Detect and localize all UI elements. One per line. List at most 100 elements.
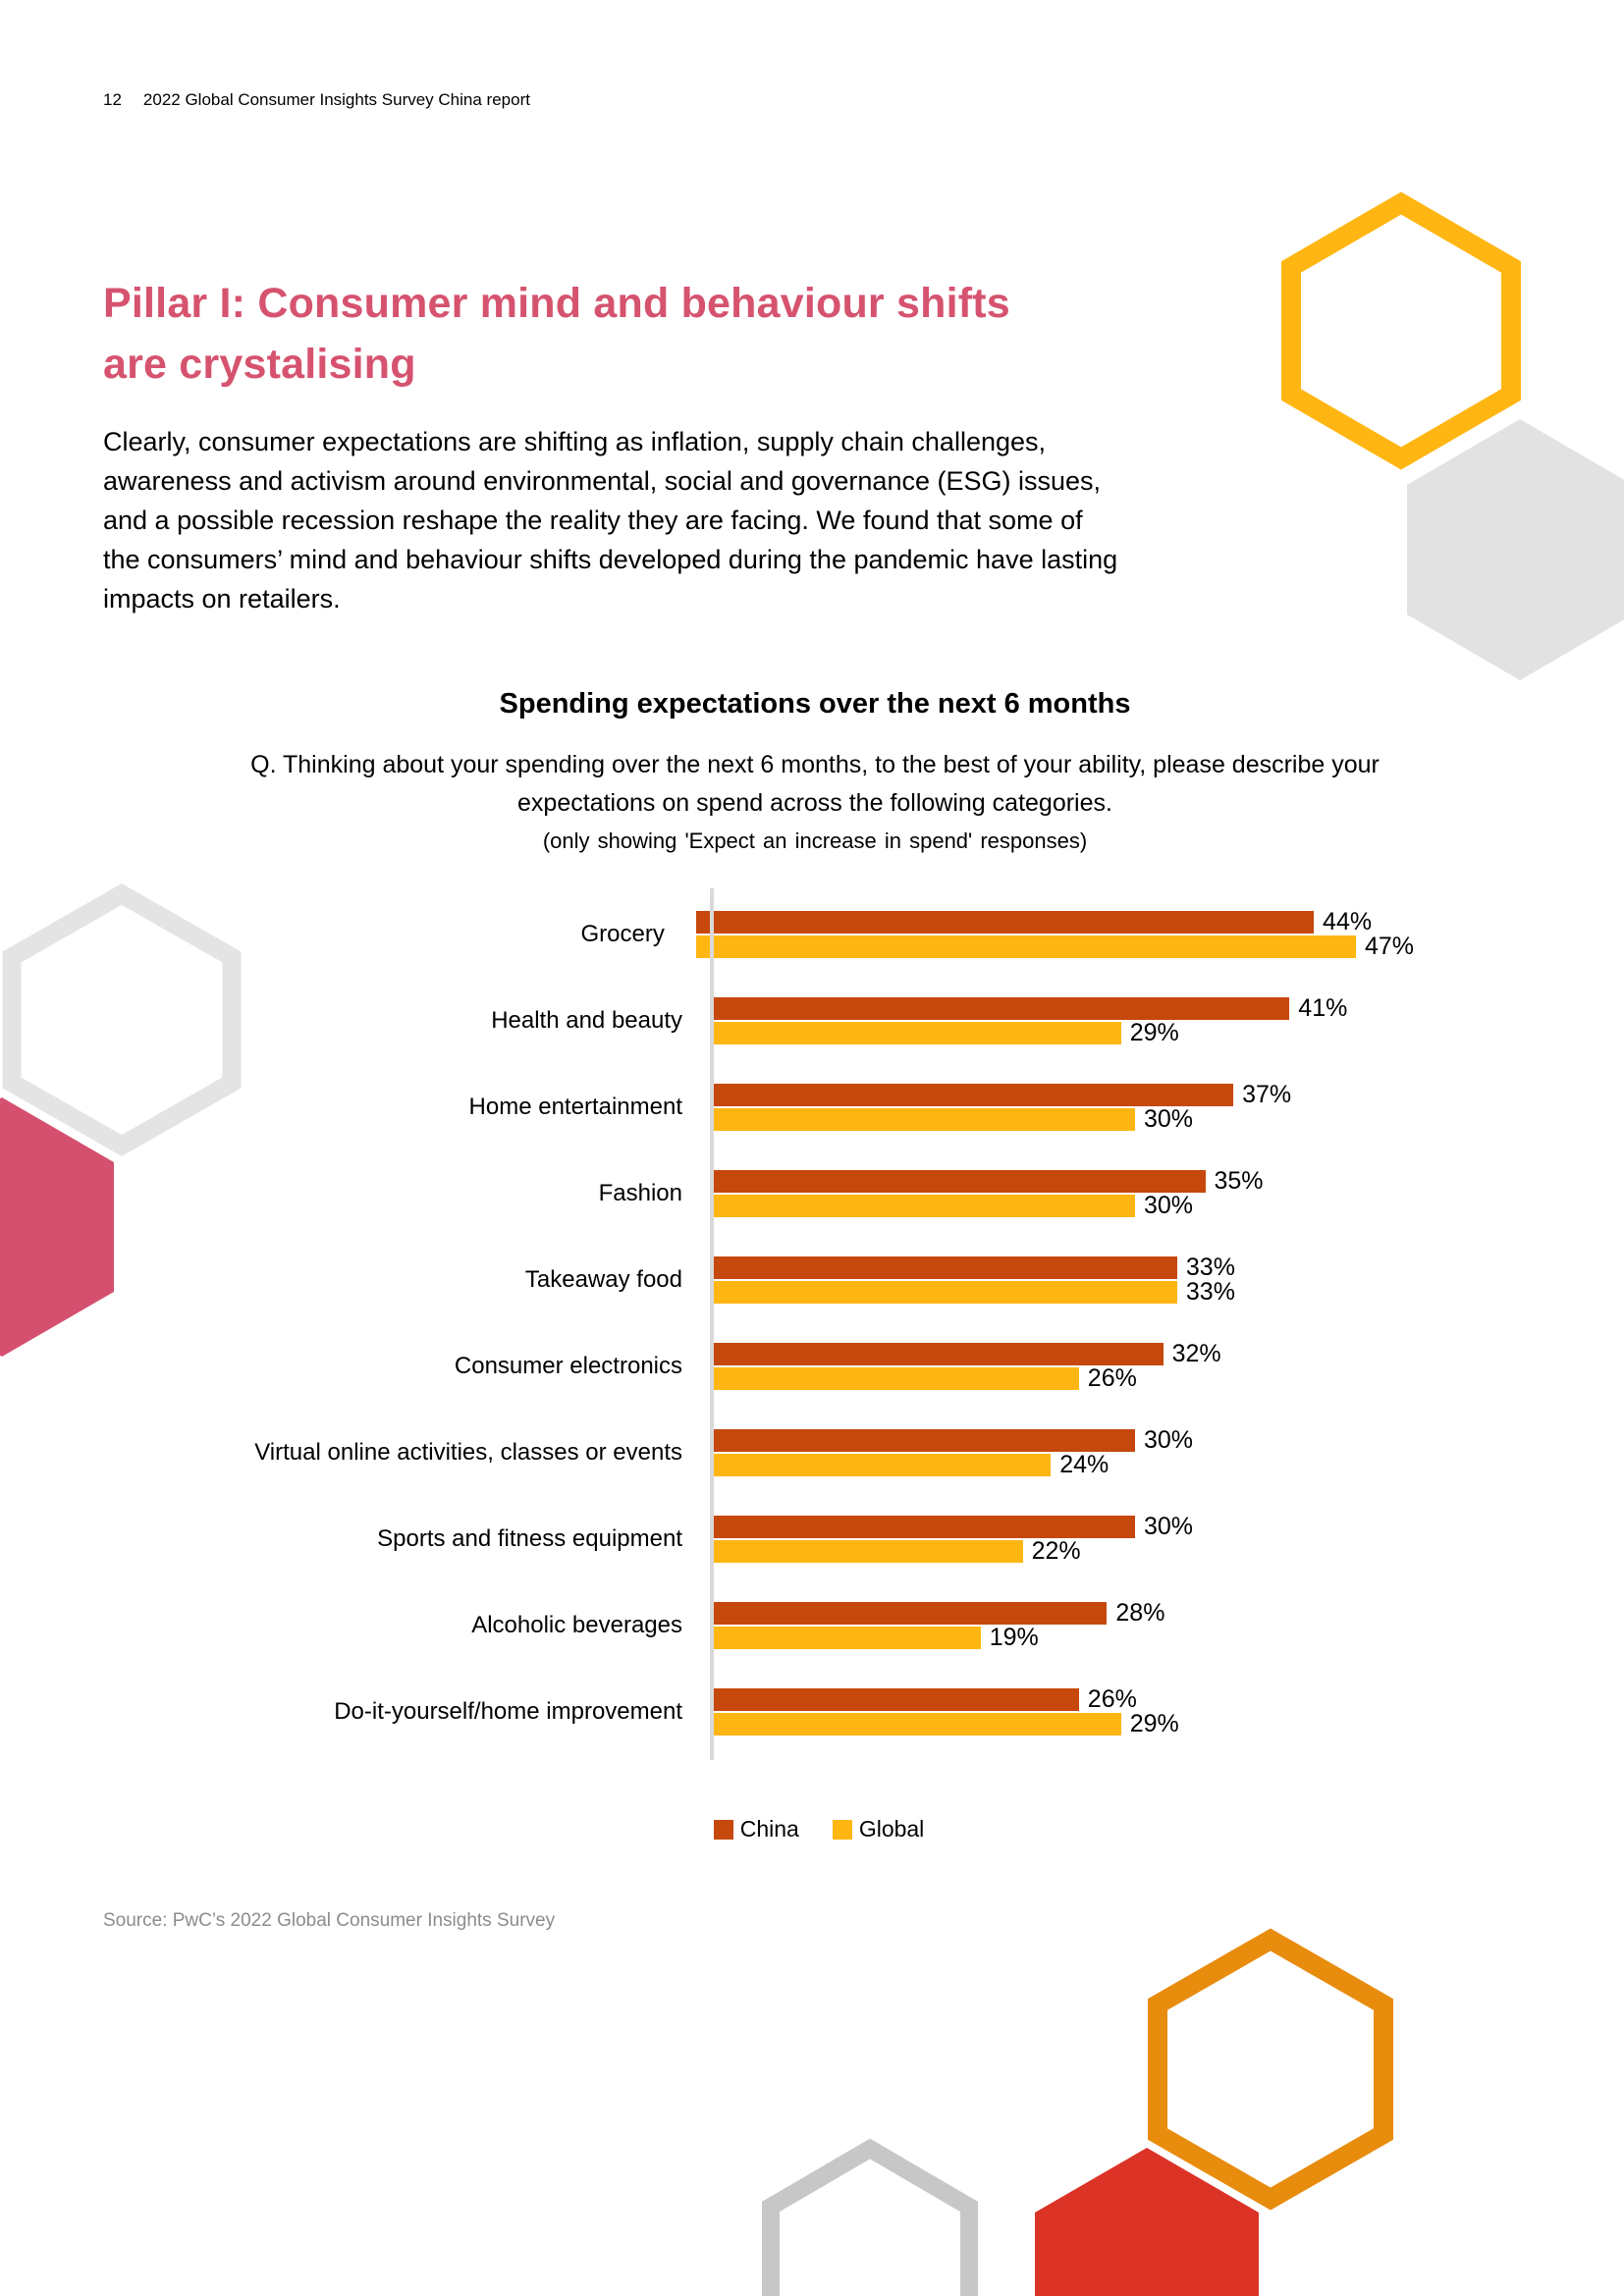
value-label: 26% — [1087, 1364, 1137, 1392]
value-label: 30% — [1144, 1426, 1194, 1454]
y-axis-line — [710, 888, 714, 1760]
chart-title: Spending expectations over the next 6 mo… — [499, 688, 1131, 720]
legend-label-china: China — [739, 1816, 799, 1842]
bar-group: 44% 47% — [695, 908, 1414, 960]
bar-group: 41% 29% — [714, 994, 1348, 1046]
bar-group: 33% 33% — [714, 1254, 1235, 1306]
bar-chart: Grocery 44% 47% Health and beauty 41% 29% Home… — [157, 888, 1414, 1842]
bar-china — [714, 1688, 1079, 1711]
legend-swatch-global-icon — [832, 1819, 852, 1840]
category-label: Takeaway food — [524, 1266, 682, 1293]
bar-china — [714, 1602, 1108, 1625]
value-label: 37% — [1242, 1081, 1292, 1108]
hexagon-outline-gray-bottom-icon — [762, 2138, 978, 2296]
bar-global — [714, 1195, 1135, 1217]
chart-row: Takeaway food 33% 33% — [157, 1237, 1414, 1323]
category-label: Do-it-yourself/home improvement — [334, 1698, 682, 1725]
value-label: 19% — [989, 1624, 1039, 1651]
bar-line-global: 47% — [695, 933, 1414, 960]
chart-row: Fashion 35% 30% — [157, 1150, 1414, 1237]
bar-global — [714, 1713, 1121, 1735]
value-label: 24% — [1059, 1451, 1110, 1478]
value-label: 32% — [1171, 1340, 1221, 1367]
source-note: Source: PwC’s 2022 Global Consumer Insig… — [103, 1910, 556, 1931]
chart-row: Home entertainment 37% 30% — [157, 1064, 1414, 1150]
bar-line-china: 44% — [695, 908, 1414, 935]
category-label: Fashion — [598, 1180, 682, 1206]
page-number: 12 — [103, 90, 122, 109]
bar-line-global: 33% — [714, 1278, 1235, 1306]
bar-line-china: 37% — [714, 1081, 1292, 1108]
bar-line-china: 32% — [714, 1340, 1221, 1367]
hexagon-outline-orange-icon — [1148, 1928, 1393, 2211]
bar-line-global: 29% — [714, 1710, 1179, 1737]
bar-line-china: 26% — [714, 1685, 1179, 1713]
hexagon-filled-red-icon — [1035, 2148, 1259, 2296]
bar-line-global: 29% — [714, 1019, 1347, 1046]
bar-china — [714, 997, 1290, 1020]
category-label: Home entertainment — [468, 1094, 682, 1120]
chart-rows: Grocery 44% 47% Health and beauty 41% 29% Home… — [157, 891, 1414, 1755]
legend-label-global: Global — [858, 1816, 925, 1842]
legend-item-china: China — [713, 1816, 799, 1842]
value-label: 30% — [1144, 1513, 1194, 1540]
bar-line-china: 33% — [714, 1254, 1235, 1281]
value-label: 41% — [1298, 994, 1348, 1022]
bar-group: 35% 30% — [714, 1167, 1264, 1219]
value-label: 26% — [1087, 1685, 1137, 1713]
chart-row: Do-it-yourself/home improvement 26% 29% — [157, 1669, 1414, 1755]
bar-china — [714, 1343, 1164, 1365]
legend-swatch-china-icon — [713, 1819, 733, 1840]
bar-china — [714, 1256, 1177, 1279]
chart-note: (only showing 'Expect an increase in spe… — [542, 828, 1088, 853]
chart-row: Sports and fitness equipment 30% 22% — [157, 1496, 1414, 1582]
category-label: Alcoholic beverages — [471, 1612, 682, 1638]
category-label: Virtual online activities, classes or ev… — [254, 1439, 682, 1466]
value-label: 44% — [1323, 908, 1373, 935]
bar-line-global: 19% — [714, 1624, 1164, 1651]
chart-row: Health and beauty 41% 29% — [157, 978, 1414, 1064]
bar-global — [714, 1627, 981, 1649]
value-label: 28% — [1115, 1599, 1165, 1627]
legend-item-global: Global — [832, 1816, 925, 1842]
value-label: 35% — [1214, 1167, 1264, 1195]
chart-question: Q. Thinking about your spending over the… — [250, 751, 1380, 817]
bar-line-global: 22% — [714, 1537, 1193, 1565]
bar-line-china: 41% — [714, 994, 1348, 1022]
bar-group: 30% 22% — [714, 1513, 1194, 1565]
hexagon-outline-yellow-icon — [1281, 191, 1521, 470]
bar-line-china: 28% — [714, 1599, 1165, 1627]
chart-header: Spending expectations over the next 6 mo… — [187, 688, 1443, 854]
value-label: 29% — [1129, 1710, 1179, 1737]
bar-group: 32% 26% — [714, 1340, 1221, 1392]
bar-china — [695, 911, 1315, 934]
value-label: 33% — [1185, 1278, 1235, 1306]
chart-row: Alcoholic beverages 28% 19% — [157, 1582, 1414, 1669]
chart-row: Grocery 44% 47% — [157, 891, 1415, 978]
category-label: Sports and fitness equipment — [377, 1525, 682, 1552]
bar-global — [714, 1108, 1135, 1131]
value-label: 29% — [1129, 1019, 1179, 1046]
chart-row: Virtual online activities, classes or ev… — [157, 1410, 1414, 1496]
chart-legend: China Global — [190, 1816, 1447, 1842]
bar-global — [714, 1454, 1052, 1476]
bar-line-china: 30% — [714, 1426, 1194, 1454]
bar-china — [714, 1516, 1135, 1538]
value-label: 33% — [1185, 1254, 1235, 1281]
intro-paragraph: Clearly, consumer expectations are shift… — [103, 427, 1118, 614]
bar-group: 37% 30% — [714, 1081, 1292, 1133]
bar-global — [714, 1367, 1079, 1390]
hexagon-filled-pink-icon — [0, 1097, 114, 1357]
category-label: Grocery — [580, 921, 665, 947]
bar-group: 28% 19% — [714, 1599, 1165, 1651]
bar-line-global: 26% — [714, 1364, 1221, 1392]
report-title: 2022 Global Consumer Insights Survey Chi… — [142, 90, 530, 109]
value-label: 30% — [1144, 1192, 1194, 1219]
bar-global — [714, 1540, 1023, 1563]
bar-line-china: 35% — [714, 1167, 1264, 1195]
bar-line-global: 30% — [714, 1192, 1264, 1219]
category-label: Consumer electronics — [454, 1353, 682, 1379]
category-label: Health and beauty — [491, 1007, 682, 1034]
page-header: 12 2022 Global Consumer Insights Survey … — [103, 90, 530, 110]
